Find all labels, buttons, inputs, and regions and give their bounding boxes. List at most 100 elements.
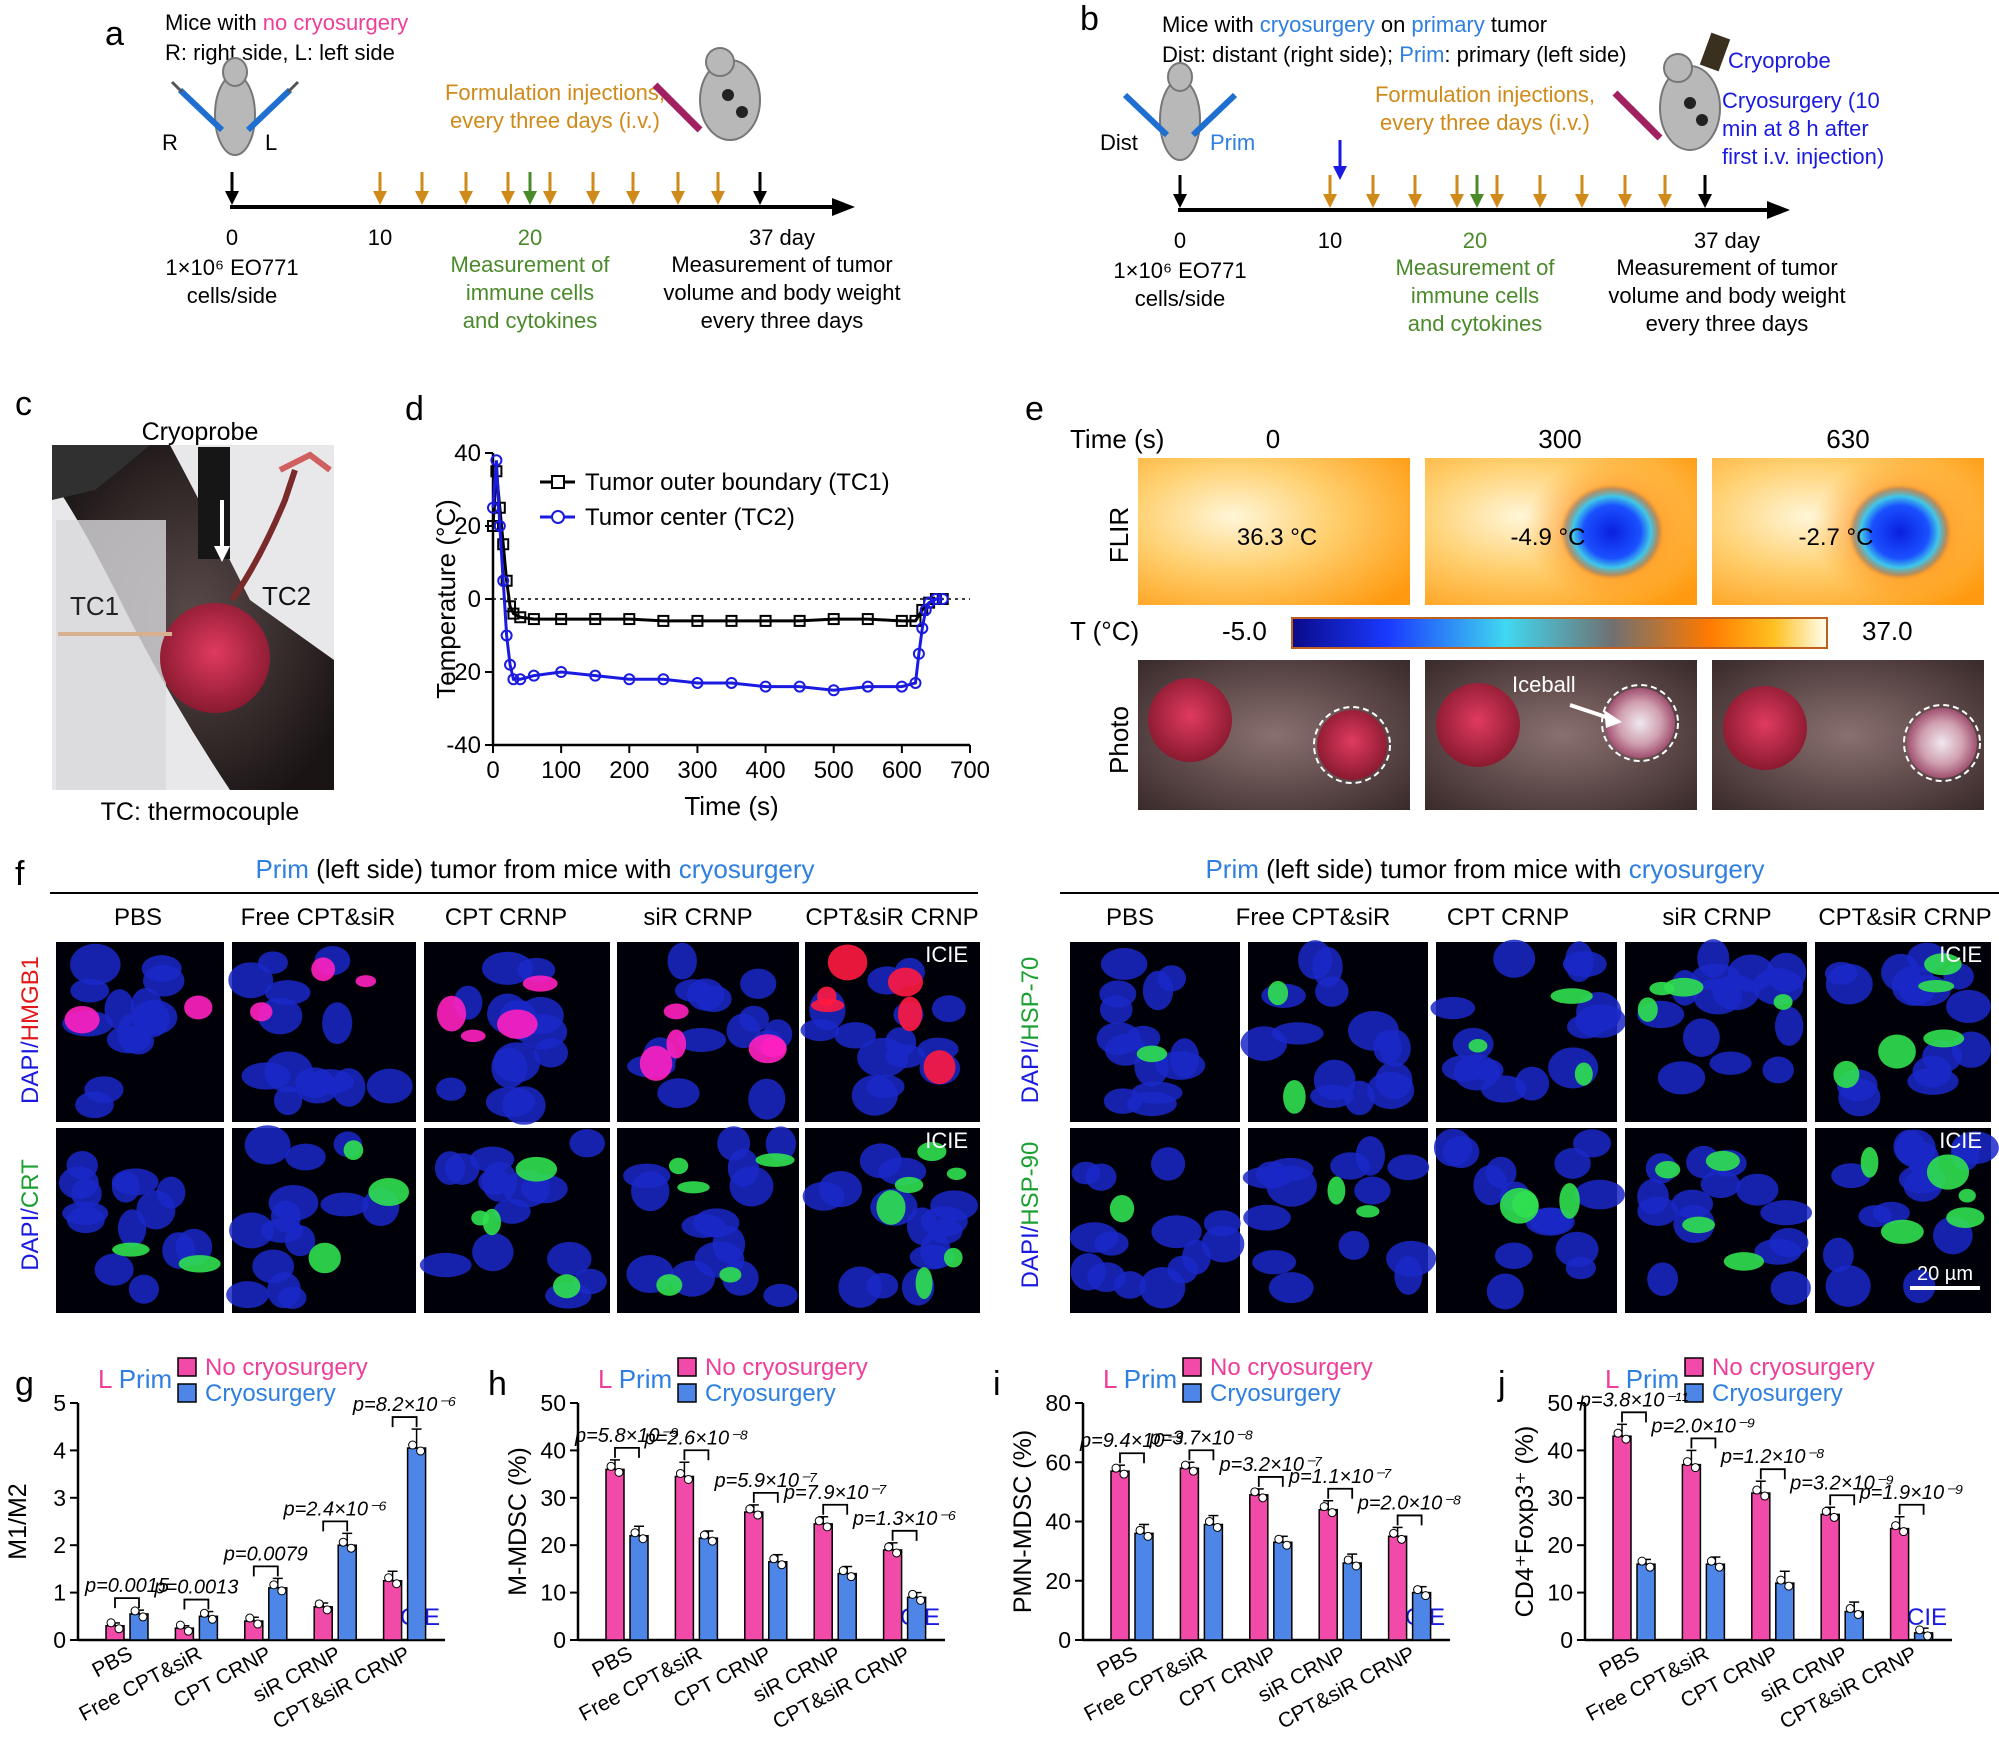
- data-point: [1274, 1534, 1284, 1544]
- micrograph-tile: [56, 1128, 224, 1313]
- data-point: [745, 1504, 755, 1514]
- y-tick-label: 20: [1547, 1532, 1573, 1558]
- data-point: [916, 1595, 926, 1605]
- injection-arrow: [711, 172, 725, 205]
- data-point: [555, 666, 568, 678]
- bar: [674, 1475, 695, 1641]
- data-point: [606, 1461, 616, 1471]
- row-label-hsp90: DAPI/HSP-90: [1017, 1142, 1044, 1289]
- flir-image-300: [1425, 455, 1697, 605]
- data-point: [909, 676, 922, 689]
- scale-bar-label: 20 µm: [1917, 1263, 1973, 1285]
- data-point: [589, 613, 602, 626]
- data-point: [1829, 1512, 1839, 1522]
- tick-20: 20: [518, 225, 542, 250]
- x-tick-label: 500: [814, 757, 854, 784]
- y-tick-label: 5: [53, 1390, 66, 1416]
- injection-arrow: [1618, 175, 1632, 208]
- y-tick-label: 0: [53, 1627, 66, 1653]
- photo-0: [1138, 660, 1410, 810]
- legend-swatch: [1684, 1383, 1704, 1403]
- injection-arrow: [586, 172, 600, 205]
- p-value-label: p=5.9×10⁻⁷: [713, 1470, 817, 1492]
- injection-arrow: [459, 172, 473, 205]
- legend-label: Cryosurgery: [205, 1380, 336, 1407]
- data-point: [1258, 1493, 1268, 1503]
- data-point: [861, 613, 874, 626]
- data-point: [1682, 1457, 1692, 1467]
- tc2-label: TC2: [262, 581, 311, 611]
- data-point: [725, 676, 738, 689]
- bar: [837, 1572, 857, 1641]
- data-point: [908, 1589, 918, 1599]
- bar: [1342, 1562, 1362, 1641]
- mouse-illustration: [170, 57, 300, 156]
- row-label-hmgb1: DAPI/HMGB1: [17, 956, 44, 1104]
- panel-f-header-left: Prim (left side) tumor from mice with cr…: [255, 854, 814, 884]
- group-label: CPT CRNP: [1447, 904, 1569, 931]
- bar: [1273, 1541, 1293, 1641]
- data-point: [1204, 1516, 1214, 1526]
- data-point: [1637, 1556, 1647, 1566]
- time-label: Time (s): [1070, 424, 1164, 454]
- data-point: [614, 1467, 624, 1477]
- series-1: Tumor center (TC2): [487, 454, 949, 697]
- x-tick-label: 100: [541, 757, 581, 784]
- x-tick-label: 600: [882, 757, 922, 784]
- data-point: [657, 614, 670, 627]
- data-point: [884, 1542, 894, 1552]
- panel-letter: g: [15, 1365, 34, 1403]
- x-tick-label: 700: [950, 757, 990, 784]
- data-point: [1143, 1531, 1153, 1541]
- data-point: [623, 613, 636, 626]
- micrograph-tile: [1815, 1128, 1999, 1313]
- data-point: [175, 1620, 185, 1630]
- y-tick-label: 80: [1045, 1390, 1071, 1416]
- bar: [605, 1468, 625, 1641]
- photo-300: [1425, 660, 1697, 810]
- bar: [744, 1511, 764, 1641]
- injection-arrow: [1450, 175, 1464, 208]
- scale-max: 37.0: [1862, 616, 1913, 646]
- p-value-label: p=2.0×10⁻⁹: [1650, 1415, 1755, 1437]
- data-point: [1343, 1555, 1353, 1565]
- micrograph-tile: [1625, 939, 1807, 1122]
- time-300: 300: [1538, 424, 1581, 454]
- temp-630: -2.7 °C: [1799, 524, 1874, 551]
- significance-bracket: [183, 1598, 210, 1610]
- tick-10: 10: [368, 225, 392, 250]
- bar: [268, 1587, 288, 1641]
- data-point: [507, 673, 520, 686]
- panel-title: L Prim: [1103, 1364, 1177, 1394]
- bar: [1889, 1527, 1910, 1641]
- syringe-mouse-illustration: [652, 47, 761, 141]
- data-point: [861, 680, 874, 693]
- data-point: [929, 593, 942, 605]
- significance-bracket: [752, 1492, 779, 1503]
- panel-a-subtitle: R: right side, L: left side: [165, 40, 395, 65]
- micrograph-tile: [617, 942, 799, 1122]
- p-value-label: p=1.2×10⁻⁸: [1720, 1446, 1825, 1468]
- data-point: [589, 669, 602, 682]
- panel-title: L Prim: [98, 1364, 172, 1394]
- p-value-label: p=1.3×10⁻⁶: [852, 1508, 956, 1530]
- bar: [1612, 1435, 1632, 1641]
- significance-bracket: [1690, 1437, 1717, 1449]
- data-point: [1111, 1463, 1121, 1473]
- p-value-label: p=3.7×10⁻⁸: [1149, 1427, 1254, 1449]
- injection-arrow: [1408, 175, 1422, 208]
- data-point: [314, 1599, 324, 1609]
- y-tick-label: -20: [446, 659, 481, 686]
- flir-image-630: [1712, 455, 1984, 605]
- data-point: [183, 1626, 193, 1636]
- data-point: [1845, 1604, 1855, 1614]
- panel-letter: i: [993, 1365, 1001, 1403]
- immune-label-1: Measurement of: [1396, 255, 1556, 280]
- y-tick-label: 30: [1547, 1485, 1573, 1511]
- legend-label: Cryosurgery: [705, 1380, 836, 1407]
- data-point: [493, 520, 506, 532]
- data-point: [822, 1522, 832, 1532]
- tc1-label: TC1: [70, 591, 119, 621]
- micrograph-tile: [1430, 939, 1627, 1122]
